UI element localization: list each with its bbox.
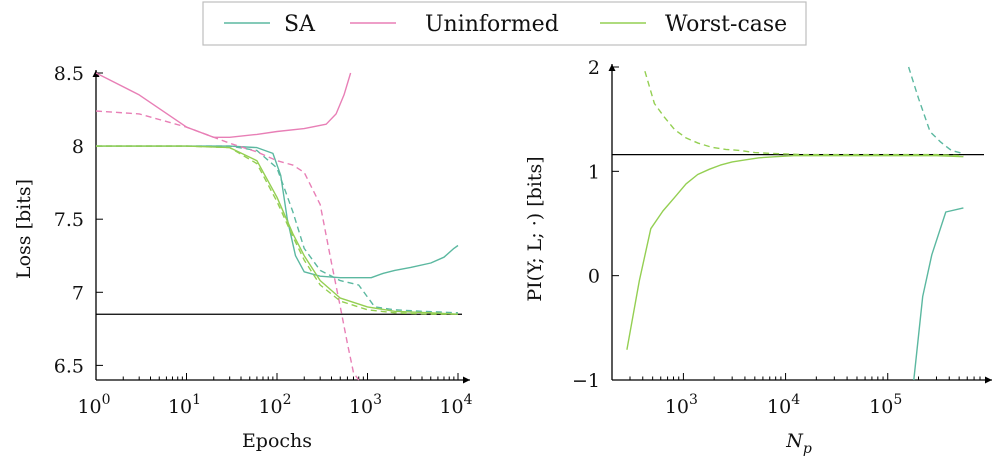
x-tick-label: 104 — [767, 392, 800, 418]
pi-chart: 103 104 105 −1 0 1 2 Np PI(Y; L; ·) [bits] — [524, 57, 992, 457]
y-axis-label: PI(Y; L; ·) [bits] — [524, 156, 546, 301]
series-line-worst-case-solid — [626, 155, 964, 350]
y-tick-label: 7 — [72, 282, 84, 304]
series-line-sa-dashed — [907, 66, 964, 155]
x-tick-label: 103 — [349, 392, 382, 418]
series-line-sa-solid — [913, 207, 964, 381]
y-tick-label: 6.5 — [54, 355, 84, 377]
legend: SA Uninformed Worst-case — [202, 1, 807, 46]
y-axis-label: Loss [bits] — [13, 179, 35, 279]
series-line-worst-case-dashed — [644, 71, 964, 157]
series-line-sa-dashed — [96, 145, 459, 314]
y-tick-label: 0 — [588, 266, 600, 288]
series-line-uninformed-solid — [96, 72, 352, 138]
y-tick-label: −1 — [572, 370, 600, 392]
x-axis-arrow — [463, 376, 470, 384]
loss-chart: 100 101 102 103 104 6.5 7 7.5 8 8.5 Epochs Loss [bi… — [13, 63, 473, 452]
x-axis-label: Epochs — [242, 430, 312, 452]
y-tick-label: 8 — [72, 136, 84, 158]
y-tick-label: 8.5 — [54, 63, 84, 85]
y-tick-label: 7.5 — [54, 209, 84, 231]
series-line-uninformed-dashed — [96, 110, 360, 381]
x-axis-label: Np — [785, 430, 812, 457]
y-tick-label: 1 — [588, 161, 600, 183]
series-line-worst-case-solid — [96, 145, 459, 315]
legend-label-worst-case: Worst-case — [665, 12, 787, 37]
legend-label-uninformed: Uninformed — [425, 12, 559, 37]
legend-label-sa: SA — [284, 12, 316, 37]
x-axis-arrow — [985, 376, 992, 384]
series-line-worst-case-dashed — [96, 145, 458, 315]
x-tick-label: 103 — [665, 392, 698, 418]
x-tick-label: 102 — [258, 392, 291, 418]
y-tick-label: 2 — [588, 57, 600, 79]
x-tick-label: 104 — [439, 392, 472, 418]
x-tick-label: 100 — [77, 392, 110, 418]
x-tick-label: 101 — [168, 392, 201, 418]
x-tick-label: 105 — [869, 392, 902, 418]
legend-box — [202, 1, 807, 46]
series-line-sa-solid — [96, 145, 459, 279]
